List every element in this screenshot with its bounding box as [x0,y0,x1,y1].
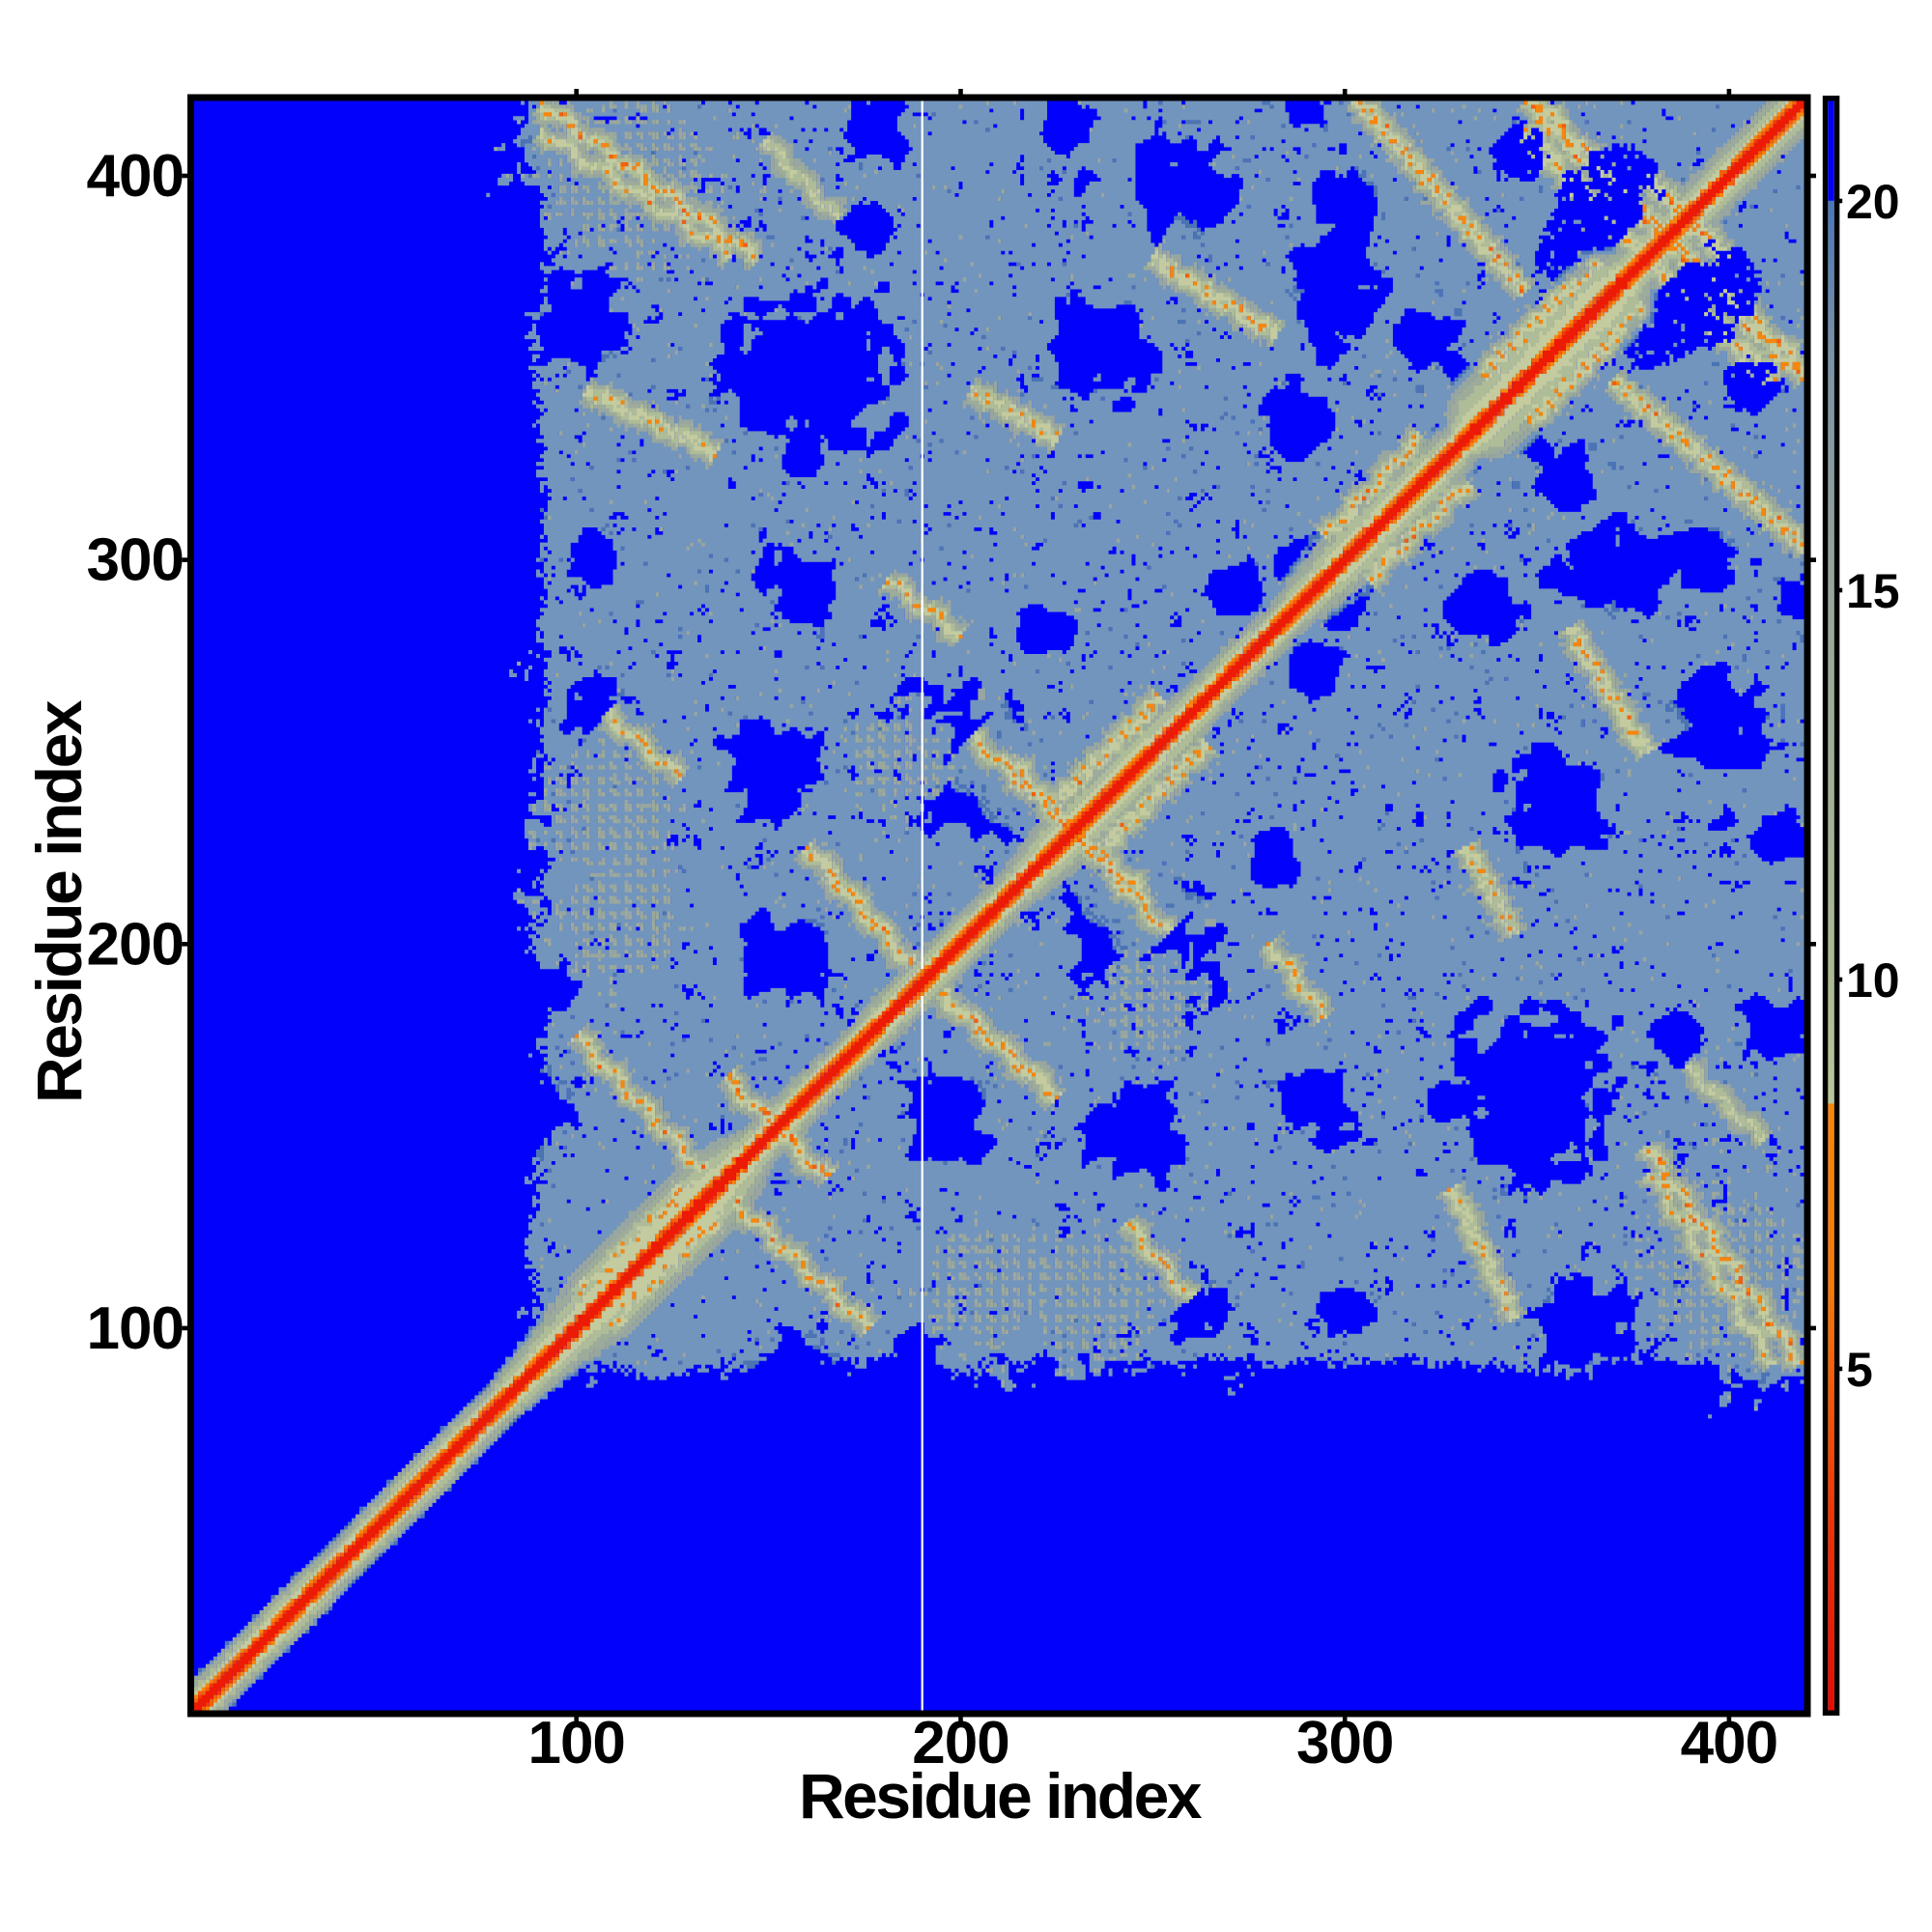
svg-text:5: 5 [1846,1343,1873,1397]
svg-text:200: 200 [912,1710,1009,1776]
svg-text:Residue index: Residue index [799,1760,1203,1832]
svg-text:100: 100 [527,1710,624,1776]
svg-text:20: 20 [1846,175,1900,229]
svg-text:10: 10 [1846,953,1900,1008]
svg-text:15: 15 [1846,564,1900,618]
svg-text:Residue index: Residue index [23,699,95,1103]
svg-text:400: 400 [1681,1710,1777,1776]
svg-text:400: 400 [87,143,184,210]
svg-text:300: 300 [87,527,184,594]
svg-text:300: 300 [1296,1710,1393,1776]
svg-text:200: 200 [87,911,184,978]
svg-text:100: 100 [87,1295,184,1362]
